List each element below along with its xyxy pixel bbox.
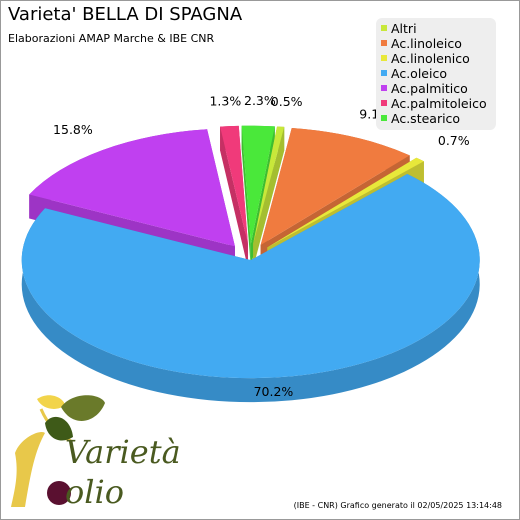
- legend-swatch: [381, 40, 387, 46]
- legend-item-oleico: Ac.oleico: [381, 66, 447, 81]
- logo-one-shape: [11, 431, 45, 507]
- legend-item-palmitoleico: Ac.palmitoleico: [381, 96, 487, 111]
- varieta-olio-logo: Varietà olio: [11, 395, 181, 511]
- pie-slice-altri: [253, 126, 285, 244]
- logo-leaf-shape: [37, 395, 65, 409]
- legend-item-linolenico: Ac.linolenico: [381, 51, 470, 66]
- legend-swatch: [381, 100, 387, 106]
- chart-subtitle: Elaborazioni AMAP Marche & IBE CNR: [8, 32, 215, 45]
- slice-percent-label: 15.8%: [53, 122, 93, 137]
- legend-item-palmitico: Ac.palmitico: [381, 81, 468, 96]
- legend-swatch: [381, 70, 387, 76]
- legend-label: Ac.stearico: [391, 111, 461, 126]
- slice-percent-label: 1.3%: [209, 93, 241, 108]
- pie-slice-aclinolenico: [267, 157, 424, 248]
- legend-swatch: [381, 115, 387, 121]
- legend-label: Altri: [391, 21, 417, 36]
- logo-leaf-dark: [61, 395, 105, 421]
- slice-percent-label: 2.3%: [244, 93, 276, 108]
- pie-slice-side: [416, 157, 424, 186]
- logo-olive-shape: [47, 481, 71, 505]
- legend-label: Ac.linolenico: [391, 51, 470, 66]
- legend-label: Ac.oleico: [391, 66, 447, 81]
- logo-leaf-green: [45, 416, 73, 441]
- legend-item-linoleico: Ac.linoleico: [381, 36, 462, 51]
- logo-varieta-text: Varietà: [65, 433, 181, 471]
- logo-olio-text: olio: [65, 473, 124, 511]
- legend-swatch: [381, 85, 387, 91]
- pie-slice-acpalmitoleico: [220, 125, 248, 244]
- pie-slice-wall: [220, 126, 248, 268]
- legend-item-altri: Altri: [381, 21, 417, 36]
- legend: Altri Ac.linoleico Ac.linolenico Ac.olei…: [376, 18, 496, 130]
- footer-note: (IBE - CNR) Grafico generato il 02/05/20…: [293, 501, 502, 510]
- legend-swatch: [381, 55, 387, 61]
- legend-label: Ac.palmitico: [391, 81, 468, 96]
- pie-slice-wall: [253, 126, 285, 268]
- legend-swatch: [381, 25, 387, 31]
- legend-label: Ac.linoleico: [391, 36, 462, 51]
- legend-item-stearico: Ac.stearico: [381, 111, 460, 126]
- slice-percent-label: 0.5%: [271, 94, 303, 109]
- pie-slice-acoleico: [21, 174, 480, 379]
- chart-title: Varieta' BELLA DI SPAGNA: [8, 4, 243, 25]
- pie-slice-wall: [241, 125, 251, 268]
- pie-slice-acpalmitico: [29, 129, 235, 247]
- slice-percent-label: 70.2%: [254, 384, 294, 399]
- legend-label: Ac.palmitoleico: [391, 96, 487, 111]
- pie-slice-acstearico: [241, 125, 275, 244]
- slice-percent-label: 0.7%: [438, 133, 470, 148]
- pie-slice-aclinoleico: [260, 128, 410, 245]
